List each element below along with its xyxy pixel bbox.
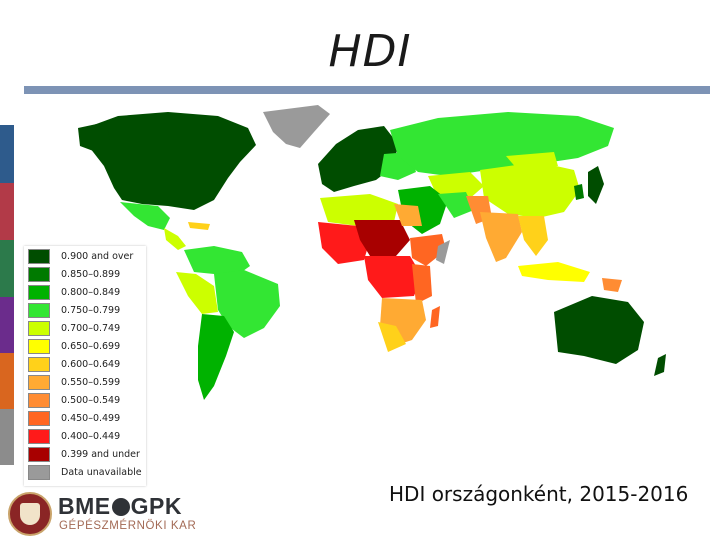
region-brazil — [214, 270, 280, 338]
map-legend: 0.900 and over 0.850–0.899 0.800–0.849 0… — [24, 246, 146, 486]
region-egypt — [394, 204, 422, 226]
legend-entry: 0.400–0.449 — [28, 428, 120, 445]
region-caribbean — [188, 222, 210, 230]
region-mongolia — [506, 152, 558, 170]
logo-bme-text: BME — [58, 493, 111, 519]
legend-swatch — [28, 429, 50, 444]
region-central-africa — [364, 256, 422, 298]
side-strip-segment — [0, 353, 14, 409]
region-east-africa — [412, 264, 432, 304]
side-strip-segment — [0, 409, 14, 465]
legend-label: 0.900 and over — [61, 251, 134, 262]
side-strip-segment — [0, 240, 14, 297]
legend-entry: 0.800–0.849 — [28, 284, 120, 301]
region-indonesia — [518, 262, 590, 282]
legend-label: 0.750–0.799 — [61, 305, 121, 316]
legend-swatch — [28, 393, 50, 408]
region-west-africa — [318, 222, 370, 264]
legend-label: Data unavailable — [61, 467, 142, 478]
world-map-svg — [78, 105, 666, 400]
region-madagascar — [430, 306, 440, 328]
globe-icon — [111, 498, 130, 516]
legend-swatch — [28, 303, 50, 318]
region-china — [480, 162, 580, 218]
region-greenland — [263, 105, 330, 148]
region-southeast-asia — [518, 216, 548, 256]
legend-swatch — [28, 375, 50, 390]
region-central-asia — [428, 172, 484, 200]
region-korea — [574, 184, 584, 200]
legend-swatch — [28, 267, 50, 282]
region-iran — [438, 192, 474, 218]
title-underline — [24, 86, 710, 94]
region-north-america — [80, 112, 256, 210]
legend-entry: 0.650–0.699 — [28, 338, 120, 355]
legend-label: 0.399 and under — [61, 449, 140, 460]
legend-label: 0.400–0.449 — [61, 431, 121, 442]
region-australia — [554, 296, 644, 364]
legend-swatch — [28, 285, 50, 300]
region-south-america-north — [184, 246, 250, 276]
legend-label: 0.850–0.899 — [61, 269, 121, 280]
region-somalia — [436, 240, 450, 264]
legend-entry: 0.550–0.599 — [28, 374, 120, 391]
region-sahel — [354, 220, 410, 256]
region-alaska — [78, 122, 110, 152]
legend-swatch — [28, 321, 50, 336]
legend-swatch — [28, 339, 50, 354]
legend-label: 0.500–0.549 — [61, 395, 121, 406]
world-hdi-map — [18, 100, 708, 410]
legend-swatch — [28, 465, 50, 480]
legend-swatch — [28, 447, 50, 462]
legend-entry: 0.700–0.749 — [28, 320, 120, 337]
legend-entry: 0.900 and over — [28, 248, 133, 265]
legend-entry: 0.600–0.649 — [28, 356, 120, 373]
region-russia — [390, 112, 614, 176]
slide-title: HDI — [328, 26, 412, 77]
side-strip-segment — [0, 297, 14, 353]
logo-gpk-text: GPK — [130, 493, 182, 519]
region-horn-africa — [410, 234, 446, 266]
slide-caption: HDI országonként, 2015-2016 — [389, 482, 689, 506]
side-strip-segment — [0, 125, 14, 183]
legend-label: 0.550–0.599 — [61, 377, 121, 388]
region-mexico — [120, 202, 170, 230]
legend-label: 0.600–0.649 — [61, 359, 121, 370]
legend-label: 0.700–0.749 — [61, 323, 121, 334]
legend-label: 0.800–0.849 — [61, 287, 121, 298]
legend-entry: 0.399 and under — [28, 446, 140, 463]
legend-label: 0.450–0.499 — [61, 413, 121, 424]
side-strip-segment — [0, 183, 14, 240]
logo-wordmark: BME GPK — [58, 493, 182, 520]
region-andes — [176, 272, 218, 314]
legend-entry: Data unavailable — [28, 464, 142, 481]
legend-swatch — [28, 357, 50, 372]
region-new-zealand — [654, 354, 666, 376]
region-europe — [318, 126, 398, 192]
bme-gpk-logo: BME GPK GÉPÉSZMÉRNÖKI KAR — [8, 492, 208, 538]
region-southern-cone — [198, 314, 234, 400]
legend-label: 0.650–0.699 — [61, 341, 121, 352]
legend-entry: 0.500–0.549 — [28, 392, 120, 409]
legend-swatch — [28, 411, 50, 426]
region-south-africa — [378, 322, 406, 352]
seal-shield-icon — [20, 503, 40, 525]
legend-swatch — [28, 249, 50, 264]
region-india — [480, 212, 522, 262]
region-japan — [588, 166, 604, 204]
university-seal-icon — [8, 492, 52, 536]
legend-entry: 0.850–0.899 — [28, 266, 120, 283]
region-north-africa — [320, 194, 398, 226]
legend-entry: 0.450–0.499 — [28, 410, 120, 427]
logo-subtitle: GÉPÉSZMÉRNÖKI KAR — [59, 520, 197, 532]
region-central-america — [164, 228, 186, 250]
legend-entry: 0.750–0.799 — [28, 302, 120, 319]
region-png — [602, 278, 622, 292]
